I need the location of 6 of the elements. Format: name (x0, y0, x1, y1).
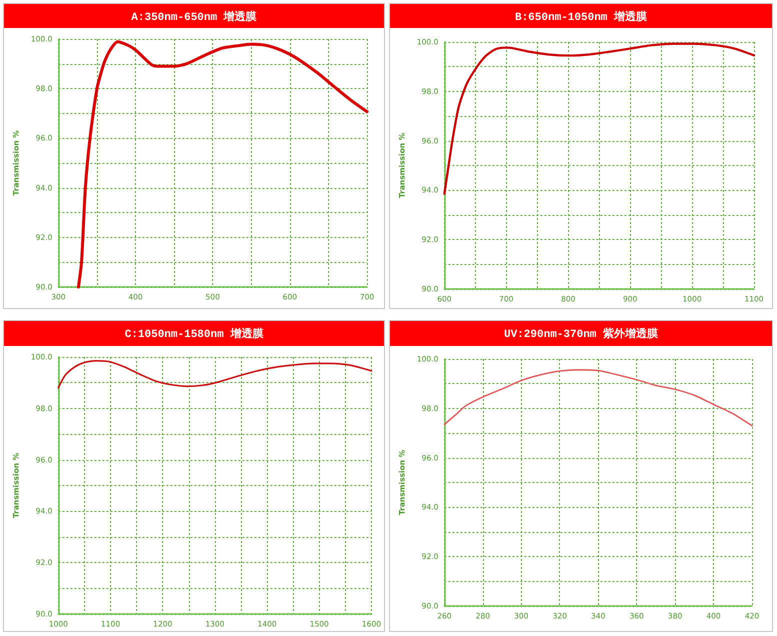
line-series (58, 360, 372, 389)
chart-title: B:650nm-1050nm 增透膜 (514, 10, 648, 24)
line-series (444, 369, 753, 426)
chart-title: A:350nm-650nm 增透膜 (131, 10, 257, 24)
chart-title: C:1050nm-1580nm 增透膜 (124, 326, 264, 341)
chart-title: UV:290nm-370nm 紫外增透膜 (504, 326, 658, 341)
